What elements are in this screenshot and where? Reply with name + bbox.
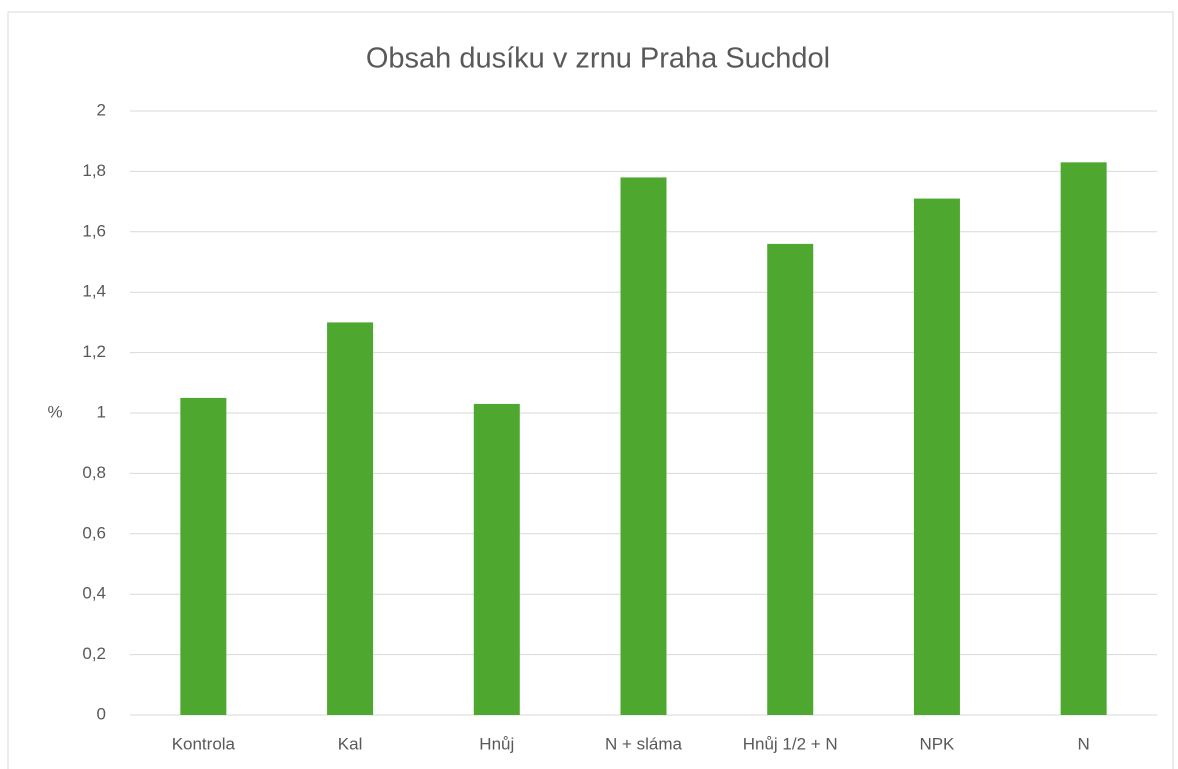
bar (913, 198, 960, 715)
y-tick-label: 1,8 (82, 161, 106, 180)
x-tick-label: Kontrola (172, 734, 236, 753)
y-axis-label: % (47, 402, 62, 421)
y-tick-label: 0 (97, 704, 106, 723)
x-tick-label: Hnůj (479, 734, 514, 753)
x-tick-label: Hnůj 1/2 + N (743, 734, 838, 753)
x-tick-label: Kal (338, 734, 363, 753)
bar (473, 403, 520, 715)
x-tick-label: NPK (919, 734, 955, 753)
y-tick-label: 1,2 (82, 342, 106, 361)
bar (327, 322, 374, 715)
y-tick-label: 1,6 (82, 221, 106, 240)
y-tick-label: 0,4 (82, 584, 106, 603)
y-tick-label: 0,6 (82, 523, 106, 542)
bar (620, 177, 667, 715)
chart-title: Obsah dusíku v zrnu Praha Suchdol (366, 43, 830, 75)
bar (1060, 162, 1107, 716)
y-tick-label: 0,2 (82, 644, 106, 663)
y-tick-label: 1,4 (82, 282, 106, 301)
x-tick-label: N + sláma (605, 734, 683, 753)
y-tick-label: 1 (97, 402, 106, 421)
y-tick-label: 2 (97, 100, 106, 119)
bar (180, 397, 227, 715)
bar (767, 243, 814, 715)
x-tick-label: N (1078, 734, 1090, 753)
y-tick-label: 0,8 (82, 463, 106, 482)
